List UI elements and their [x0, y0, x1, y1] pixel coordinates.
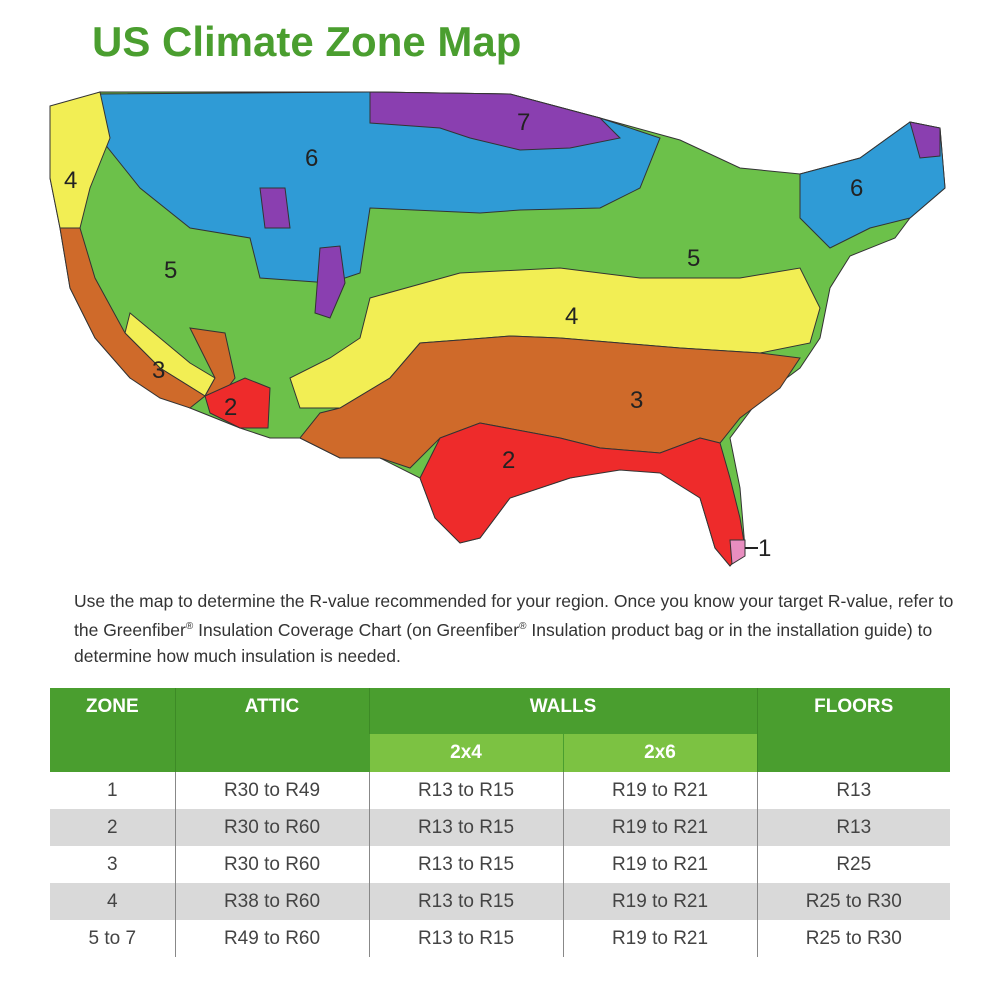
cell-floors: R13: [756, 809, 950, 846]
header-walls-2x4: 2x4: [368, 734, 563, 772]
header-zone: ZONE: [50, 688, 175, 772]
cell-floors: R13: [756, 772, 950, 809]
table-row: 3 R30 to R60 R13 to R15 R19 to R21 R25: [50, 846, 950, 883]
cell-walls-2x6: R19 to R21: [562, 883, 757, 920]
cell-floors: R25: [756, 846, 950, 883]
cell-attic: R30 to R60: [174, 809, 369, 846]
cell-zone: 1: [106, 779, 118, 801]
zone-4-northwest: [49, 91, 111, 229]
header-attic: ATTIC: [174, 688, 369, 772]
zone-7-region: [369, 91, 622, 151]
zone-7-mountain-b: [314, 245, 346, 319]
cell-zone: 3: [106, 853, 118, 875]
cell-floors: R25 to R30: [756, 920, 950, 957]
cell-walls-2x4: R13 to R15: [368, 883, 563, 920]
cell-walls-2x4: R13 to R15: [368, 772, 563, 809]
cell-walls-2x6: R19 to R21: [562, 772, 757, 809]
zone-label-3-west: 3: [152, 357, 165, 384]
zone-1-south-florida: [729, 539, 746, 565]
table-row: 1 R30 to R49 R13 to R15 R19 to R21 R13: [50, 772, 950, 809]
cell-walls-2x6: R19 to R21: [562, 920, 757, 957]
zone-label-7: 7: [517, 109, 530, 136]
zone-2-gulf: [419, 422, 746, 567]
table-row: 5 to 7 R49 to R60 R13 to R15 R19 to R21 …: [50, 920, 950, 957]
r-value-table: ZONE ATTIC WALLS FLOORS 2x4 2x6 1 R30 to…: [50, 688, 950, 957]
zone-label-2-east: 2: [502, 447, 515, 474]
header-walls-2x6: 2x6: [562, 734, 757, 772]
zone-2-arizona: [204, 377, 271, 429]
header-walls: WALLS: [368, 688, 757, 734]
zone-7-mountain-a: [259, 187, 291, 229]
page-title: US Climate Zone Map: [92, 18, 522, 65]
header-floors: FLOORS: [756, 688, 950, 772]
zone-label-3-east: 3: [630, 387, 643, 414]
table-row: 4 R38 to R60 R13 to R15 R19 to R21 R25 t…: [50, 883, 950, 920]
zone-label-4-east: 4: [565, 303, 578, 330]
zone-7-maine: [909, 121, 941, 159]
cell-attic: R30 to R60: [174, 846, 369, 883]
cell-walls-2x6: R19 to R21: [562, 846, 757, 883]
zone-3-california: [59, 227, 206, 409]
cell-walls-2x6: R19 to R21: [562, 809, 757, 846]
zone-label-6-east: 6: [850, 175, 863, 202]
cell-zone: 4: [50, 883, 175, 920]
zone-label-6-west: 6: [305, 145, 318, 172]
zone-label-1: 1: [758, 535, 771, 562]
cell-walls-2x4: R13 to R15: [368, 920, 563, 957]
climate-zone-map: 7 6 6 4 5 5 4 3 3 2 2 1: [40, 78, 970, 578]
cell-zone: 2: [50, 809, 175, 846]
cell-attic: R30 to R49: [174, 772, 369, 809]
zone-label-4-west: 4: [64, 167, 77, 194]
zone-6-northeast: [799, 121, 946, 249]
map-description: Use the map to determine the R-value rec…: [74, 591, 954, 666]
table-row: 2 R30 to R60 R13 to R15 R19 to R21 R13: [50, 809, 950, 846]
cell-attic: R49 to R60: [174, 920, 369, 957]
cell-walls-2x4: R13 to R15: [368, 809, 563, 846]
zone-label-2-west: 2: [224, 394, 237, 421]
cell-walls-2x4: R13 to R15: [368, 846, 563, 883]
cell-zone: 5 to 7: [88, 927, 137, 949]
zone-label-5-west: 5: [164, 257, 177, 284]
zone-label-5-east: 5: [687, 245, 700, 272]
cell-floors: R25 to R30: [756, 883, 950, 920]
us-map-svg: 7 6 6 4 5 5 4 3 3 2 2 1: [49, 91, 946, 567]
cell-attic: R38 to R60: [174, 883, 369, 920]
